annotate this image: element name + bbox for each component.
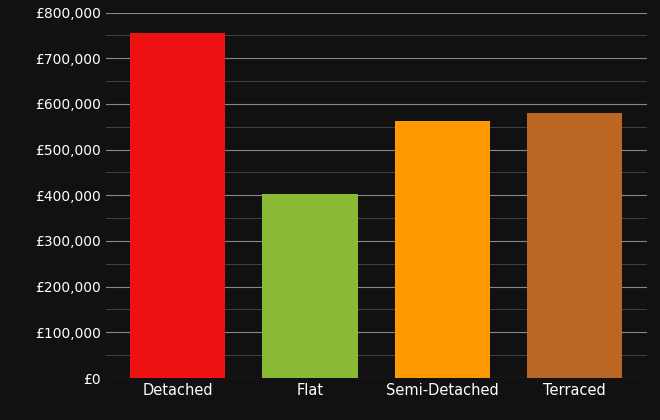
Bar [395,121,490,378]
Bar [263,194,358,378]
Bar [527,113,622,378]
Bar [130,33,226,378]
